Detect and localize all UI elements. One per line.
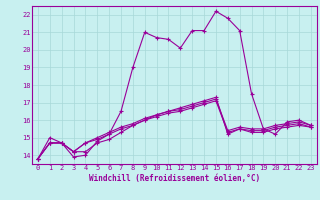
X-axis label: Windchill (Refroidissement éolien,°C): Windchill (Refroidissement éolien,°C) — [89, 174, 260, 183]
